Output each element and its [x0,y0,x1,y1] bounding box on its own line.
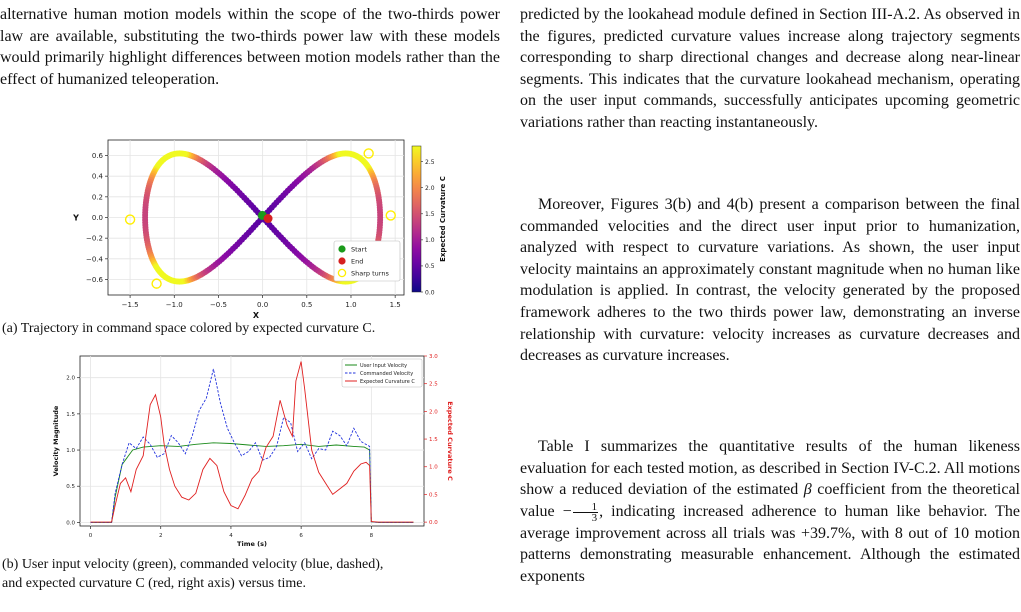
x-tick-label: −1.0 [166,301,183,309]
y2-tick-label: 3.0 [429,354,438,360]
y2-tick-label: 2.0 [429,409,438,415]
para3-text-c: , indicating increased adherence to huma… [520,502,1020,585]
sharp-turn-marker [363,148,374,159]
y2-tick-label: 1.0 [429,465,438,471]
left-paragraph: alternative human motion models within t… [0,6,500,88]
colorbar-tick-label: 2.0 [425,185,435,192]
legend-marker [338,257,346,265]
x-tick-label: 4 [229,533,233,539]
legend-box [341,358,423,388]
y2-tick-label: 1.5 [429,437,438,443]
series-line-3 [90,361,414,523]
minus-sign: − [562,502,572,520]
legend-box [333,240,401,282]
fraction-numerator: 1 [572,501,599,513]
right-paragraph-1: predicted by the lookahead module define… [520,6,1020,131]
x-axis-label: Time (s) [237,540,267,548]
y-tick-label: −0.6 [86,276,104,284]
legend-label: Commanded Velocity [360,371,413,377]
x-tick-label: 0.5 [301,301,312,309]
y-tick-label: 0.0 [92,214,103,222]
velocity-chart: 0 2 4 6 8 0.0 0.5 1.0 1.5 2.0 0.0 0.5 1.0 1.5 2.0 2.5 3.… [52,354,454,548]
colorbar-tick-label: 1.0 [425,237,435,244]
y2-tick-label: 0.5 [429,492,438,498]
x-tick-label: 0 [89,533,93,539]
x-tick-label: 1.0 [345,301,356,309]
caption-a: (a) Trajectory in command space colored … [2,321,376,336]
series-line-2 [90,368,414,523]
sharp-turn-marker [124,214,136,225]
y-axis-label: Velocity Magnitude [52,405,60,476]
y-tick-label: −0.4 [86,255,104,263]
colorbar-tick-label: 0.0 [425,289,435,296]
x-tick-label: −1.5 [122,301,139,309]
legend-label: Sharp turns [351,270,389,278]
para3-text-a: Table I summarizes the quantitative resu… [520,438,1020,499]
y-tick-label: 0.2 [92,193,103,201]
x-tick-label: 8 [370,533,374,539]
colorbar [411,145,422,293]
colorbar-tick-label: 0.5 [425,263,435,270]
colorbar-tick-label: 2.5 [425,159,435,166]
y-tick-label: 0.6 [92,152,104,160]
y-tick-label: 2.0 [66,376,75,382]
sharp-turn-marker [385,210,396,221]
series-line-1 [90,442,414,523]
colorbar-tick-label: 1.5 [425,211,435,218]
x-tick-label: 6 [299,533,303,539]
caption-b-line1: (b) User input velocity (green), command… [2,557,384,572]
y2-axis-label: Expected Curvature C [446,401,454,481]
y-tick-label: 0.5 [66,484,75,490]
y-tick-label: 0.4 [92,173,104,181]
legend-marker [337,268,347,278]
trajectory-chart: −1.5 −1.0 −0.5 0.0 0.5 1.0 1.5 0.6 0.4 0.2 0.0 −0.2… [72,139,447,320]
y-axis-label: Y [72,214,79,223]
caption-b-line2: and expected curvature C (red, right axi… [2,576,307,591]
legend-label: User Input Velocity [360,363,407,369]
y-tick-label: 1.5 [66,412,75,418]
y-tick-label: 0.0 [66,520,75,526]
beta-symbol: β [803,481,812,499]
y2-tick-label: 2.5 [429,382,438,388]
x-tick-label: 2 [159,533,163,539]
x-tick-label: 1.5 [390,301,401,309]
fraction-denominator: 3 [591,511,598,524]
legend-label: End [351,258,363,266]
legend-label: Expected Curvature C [360,379,415,385]
end-marker [263,214,273,223]
right-paragraph-2: Moreover, Figures 3(b) and 4(b) present … [520,196,1020,365]
x-tick-label: 0.0 [257,301,268,309]
y-tick-label: −0.2 [86,235,103,243]
x-tick-label: −0.5 [210,301,227,309]
x-axis-label: X [253,311,260,320]
colorbar-label: Expected Curvature C [439,176,447,262]
legend-marker [338,245,346,253]
sharp-turn-marker [151,278,162,289]
y-tick-label: 1.0 [66,448,75,454]
y2-tick-label: 0.0 [429,520,438,526]
right-paragraph-3: Table I summarizes the quantitative resu… [520,436,1020,612]
para3-text-b: coefficient from the theoretical value [520,481,1020,520]
legend-label: Start [351,246,367,254]
